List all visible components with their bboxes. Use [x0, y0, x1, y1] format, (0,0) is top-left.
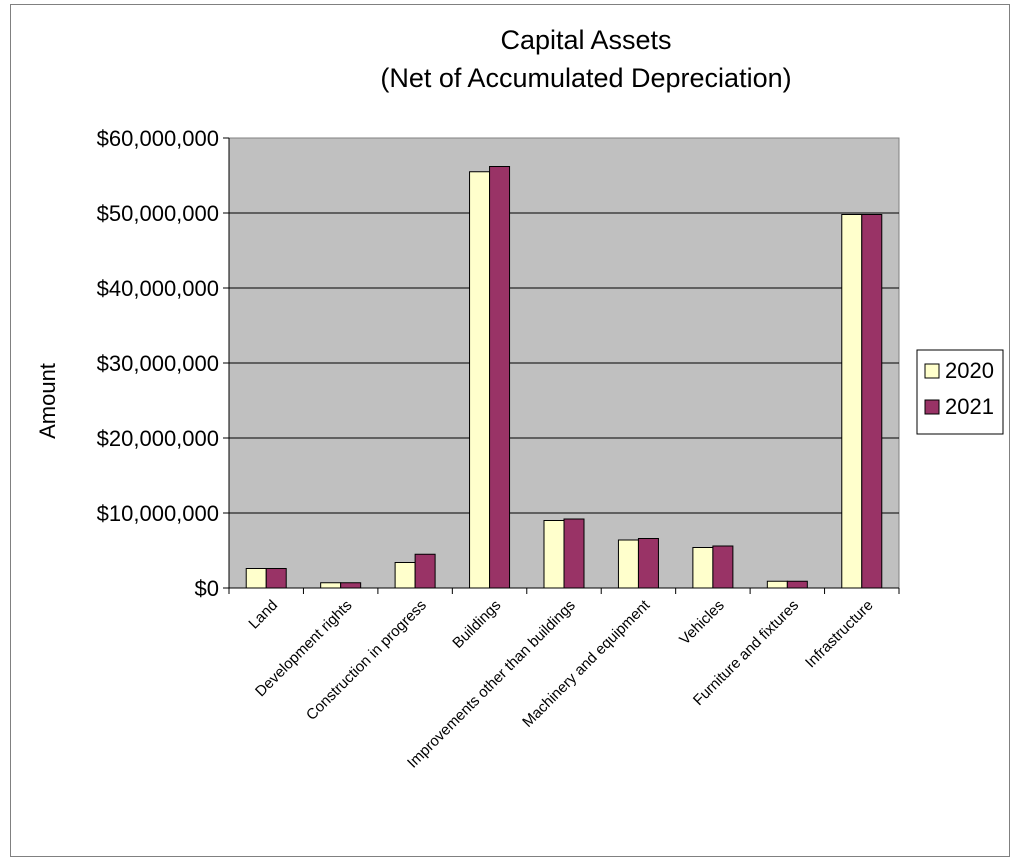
- x-tick-label: Machinery and equipment: [519, 596, 654, 731]
- y-tick-label: $20,000,000: [97, 426, 219, 451]
- bar-2021-buildings: [489, 166, 511, 589]
- bar-2021-land: [265, 568, 287, 589]
- y-tick-label: $30,000,000: [97, 351, 219, 376]
- bar-2020-buildings: [469, 171, 491, 589]
- legend-swatch-2021: [924, 399, 940, 415]
- bar-2021-development-rights: [340, 582, 362, 589]
- bar-2021-vehicles: [712, 545, 734, 589]
- y-tick-label: $10,000,000: [97, 501, 219, 526]
- bar-2020-machinery-and-equipment: [617, 539, 639, 589]
- x-tick-label: Buildings: [449, 597, 504, 652]
- chart-svg: Capital Assets (Net of Accumulated Depre…: [35, 25, 1004, 772]
- y-axis-label: Amount: [35, 363, 60, 439]
- y-tick-label: $50,000,000: [97, 201, 219, 226]
- bar-2020-development-rights: [320, 582, 342, 589]
- bar-2021-furniture-and-fixtures: [786, 580, 808, 589]
- legend-swatch-2020: [924, 363, 940, 379]
- bar-2020-land: [245, 568, 267, 589]
- chart-frame: Capital Assets (Net of Accumulated Depre…: [10, 4, 1010, 857]
- y-tick-label: $0: [195, 576, 219, 601]
- bar-2020-improvements-other-than-buildings: [543, 520, 565, 589]
- chart-subtitle: (Net of Accumulated Depreciation): [380, 63, 791, 93]
- plot-area: $0 $10,000,000 $20,000,000 $30,000,000 $40,0…: [97, 126, 900, 772]
- x-tick-label: Construction in progress: [303, 597, 430, 724]
- bar-2021-infrastructure: [861, 214, 883, 589]
- y-tick-label: $60,000,000: [97, 126, 219, 151]
- y-tick-label: $40,000,000: [97, 276, 219, 301]
- legend-label-2021: 2021: [945, 394, 994, 419]
- bar-2021-improvements-other-than-buildings: [563, 518, 585, 589]
- legend: 2020 2021: [916, 349, 1004, 435]
- bar-2020-construction-in-progress: [394, 562, 416, 589]
- bar-2021-construction-in-progress: [414, 553, 436, 589]
- bar-2020-vehicles: [692, 547, 714, 589]
- bar-2021-machinery-and-equipment: [637, 538, 659, 589]
- legend-label-2020: 2020: [945, 358, 994, 383]
- x-tick-label: Land: [245, 597, 281, 633]
- bar-2020-furniture-and-fixtures: [766, 580, 788, 589]
- chart-title: Capital Assets: [500, 25, 671, 55]
- x-tick-label: Vehicles: [676, 597, 728, 649]
- bar-2020-infrastructure: [841, 214, 863, 589]
- x-tick-label: Infrastructure: [802, 597, 877, 672]
